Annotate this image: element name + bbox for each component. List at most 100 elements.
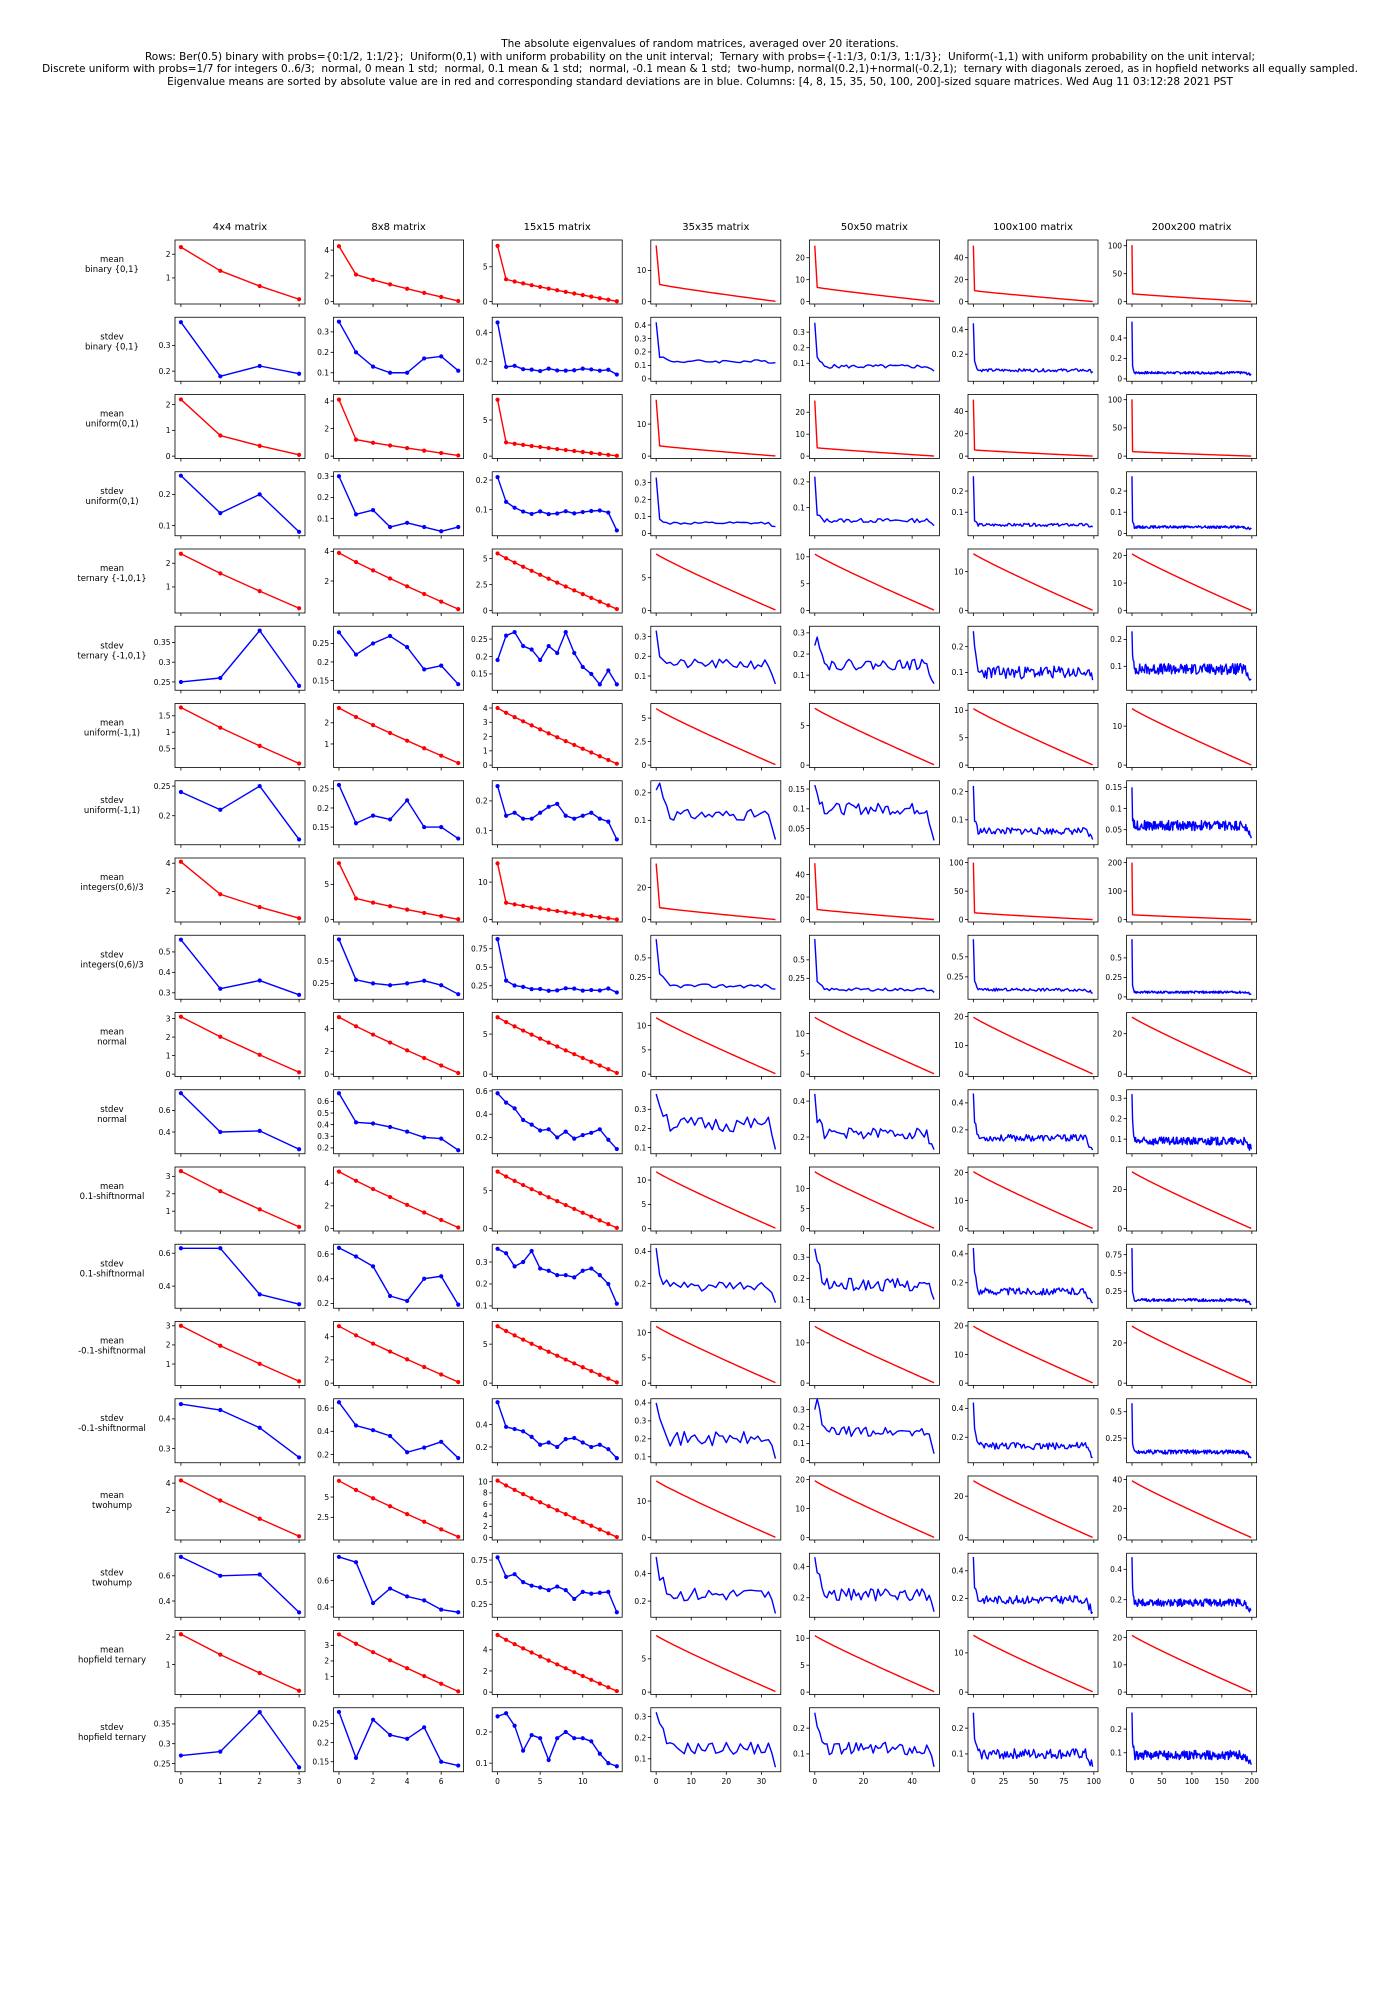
axes-frame bbox=[333, 394, 465, 459]
subplot: 0 0.1 0.2 bbox=[1110, 471, 1257, 539]
mean-point bbox=[370, 900, 376, 905]
mean-series-line bbox=[180, 553, 300, 609]
subplot: 0.1 0.2 0 25 50 75 100 bbox=[952, 1707, 1101, 1786]
y-tick-label: 2 bbox=[324, 719, 329, 728]
stdev-point bbox=[597, 1273, 602, 1278]
mean-point bbox=[589, 1523, 594, 1528]
y-tick-label: 0.1 bbox=[793, 1439, 805, 1448]
stdev-series-line bbox=[338, 784, 459, 840]
mean-point bbox=[589, 294, 594, 299]
y-tick-label: 2 bbox=[166, 400, 171, 409]
y-tick-label: 0.3 bbox=[317, 1132, 329, 1141]
mean-point bbox=[597, 296, 602, 301]
mean-series-line bbox=[338, 552, 459, 610]
mean-point bbox=[336, 550, 342, 555]
subplot: 0 2 4 6 8 10 bbox=[478, 1475, 623, 1543]
stdev-point bbox=[503, 1251, 509, 1256]
y-tick-label: 0.2 bbox=[952, 642, 964, 651]
mean-point bbox=[614, 1534, 619, 1540]
y-tick-label: 2 bbox=[324, 1202, 329, 1211]
mean-point bbox=[597, 754, 602, 759]
mean-point bbox=[439, 1063, 444, 1068]
mean-point bbox=[521, 1182, 526, 1188]
mean-point bbox=[422, 910, 427, 916]
stdev-point bbox=[495, 937, 500, 942]
axes-frame bbox=[809, 316, 940, 382]
subplot: 05 bbox=[800, 703, 940, 771]
y-tick-label: 0.1 bbox=[793, 671, 805, 680]
y-tick-label: 5 bbox=[642, 1354, 647, 1363]
subplot: 24 bbox=[166, 1475, 306, 1543]
stdev-series-line bbox=[814, 1398, 935, 1454]
y-tick-label: 0.4 bbox=[159, 1597, 171, 1606]
axes-frame bbox=[967, 1243, 1099, 1309]
y-tick-label: 0.5 bbox=[476, 963, 488, 972]
y-tick-label: 0.35 bbox=[154, 1720, 171, 1729]
subplot: 0.2 0.4 bbox=[952, 1398, 1099, 1466]
stdev-series-line bbox=[655, 1712, 777, 1768]
row-label-line: mean bbox=[100, 873, 124, 883]
axes-frame bbox=[1126, 1552, 1257, 1618]
subplot: 0 2 4 bbox=[324, 1166, 465, 1234]
y-tick-label: 0.2 bbox=[317, 1450, 329, 1459]
axes-frame bbox=[650, 1707, 782, 1773]
row-label-line: stdev bbox=[100, 1414, 123, 1424]
mean-point bbox=[597, 1681, 602, 1686]
axes-frame bbox=[333, 1012, 465, 1077]
y-tick-label: 0 bbox=[642, 1379, 647, 1388]
y-tick-label: 100 bbox=[949, 858, 964, 867]
mean-point bbox=[555, 1199, 560, 1204]
mean-point bbox=[614, 299, 619, 304]
mean-point bbox=[370, 723, 376, 728]
subplot: 0.25 0.5 0.75 bbox=[1105, 1243, 1257, 1312]
mean-point bbox=[257, 443, 262, 448]
y-tick-label: 0.6 bbox=[476, 1087, 488, 1096]
stdev-point bbox=[503, 813, 509, 818]
subplot: 0 1 2 3 4 bbox=[483, 703, 623, 771]
stdev-point bbox=[296, 1610, 302, 1615]
row-label-line: stdev bbox=[100, 641, 123, 651]
y-tick-label: 0.2 bbox=[952, 787, 964, 796]
stdev-point bbox=[614, 1146, 619, 1152]
stdev-point bbox=[614, 1301, 619, 1306]
y-tick-label: 0 bbox=[959, 606, 964, 615]
mean-point bbox=[572, 1670, 577, 1675]
stdev-series-line bbox=[338, 321, 459, 374]
stdev-series-line bbox=[972, 1093, 1094, 1151]
mean-point bbox=[606, 452, 611, 457]
stdev-point bbox=[546, 1268, 551, 1273]
y-tick-label: 0.25 bbox=[471, 982, 488, 991]
y-tick-label: 0.2 bbox=[952, 487, 964, 496]
stdev-point bbox=[178, 1091, 184, 1096]
subplot: 0 10 20 bbox=[1113, 548, 1257, 616]
y-tick-label: 0.3 bbox=[634, 334, 646, 343]
mean-point bbox=[521, 719, 526, 724]
axes-frame bbox=[174, 857, 306, 923]
stdev-point bbox=[296, 683, 302, 689]
y-tick-label: 0 bbox=[483, 1533, 488, 1542]
stdev-point bbox=[456, 1763, 461, 1768]
subplot: 0.25 0.5 bbox=[630, 934, 782, 1003]
y-tick-label: 0.4 bbox=[793, 1562, 805, 1571]
stdev-point bbox=[512, 1572, 517, 1577]
x-tick-label: 4 bbox=[405, 1777, 410, 1786]
axes-frame bbox=[967, 703, 1099, 768]
axes-frame bbox=[491, 857, 623, 923]
axes-frame bbox=[174, 1012, 306, 1077]
y-tick-label: 0.3 bbox=[793, 629, 805, 638]
y-tick-label: 0.2 bbox=[634, 1279, 646, 1288]
row-label-line: mean bbox=[100, 1337, 124, 1347]
axes-frame bbox=[809, 780, 940, 846]
y-tick-label: 2 bbox=[166, 250, 171, 259]
subplot: 0 20 40 bbox=[1113, 1475, 1257, 1543]
y-tick-label: 0.3 bbox=[793, 1253, 805, 1262]
stdev-point bbox=[422, 667, 427, 672]
stdev-point bbox=[405, 520, 410, 525]
y-tick-label: 0.4 bbox=[634, 1247, 646, 1256]
row-label-line: uniform(0,1) bbox=[85, 420, 138, 430]
row-label-line: stdev bbox=[100, 487, 123, 497]
mean-point bbox=[589, 1059, 594, 1064]
axes-frame bbox=[174, 394, 306, 459]
y-tick-label: 4 bbox=[324, 397, 329, 406]
y-tick-label: 0 bbox=[800, 1379, 805, 1388]
